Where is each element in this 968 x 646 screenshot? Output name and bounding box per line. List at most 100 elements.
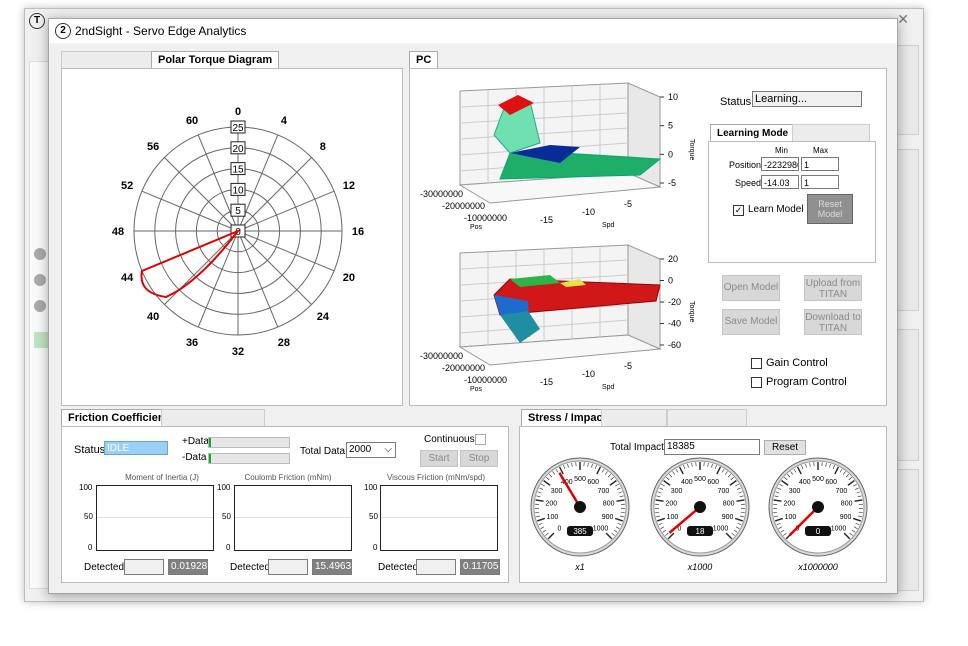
save-model-button[interactable]: Save Model [722, 309, 780, 335]
polar-angle-label: 40 [147, 311, 159, 323]
coulomb-detected-label: Detected [230, 562, 271, 573]
y-tick-label: -10 [582, 369, 595, 379]
y-axis-label: Spd [602, 384, 615, 391]
viscous-chart [380, 485, 498, 551]
gauge-tick-label: 800 [723, 500, 735, 507]
title-bar: 2 2ndSight - Servo Edge Analytics [49, 19, 897, 43]
gauge-tick-mark [724, 471, 728, 475]
tab-pc[interactable]: PC [409, 51, 439, 69]
polar-angle-label: 0 [235, 106, 241, 118]
gauge-tick-mark [855, 523, 860, 526]
gauge-tick-mark [616, 487, 621, 490]
gauge-tick-label: 700 [598, 488, 610, 495]
open-model-button[interactable]: Open Model [722, 275, 780, 301]
polar-spoke [237, 190, 335, 232]
tab-friction-coefficients[interactable]: Friction Coefficients [61, 409, 182, 427]
start-button[interactable]: Start [420, 450, 458, 467]
download-to-titan-button[interactable]: Download to TITAN [804, 309, 862, 335]
speed-min-field[interactable]: -14.03 [761, 175, 799, 189]
minus-data-progress [208, 453, 290, 464]
gauge-tick-mark [548, 473, 553, 478]
gauge-tick-mark [655, 511, 660, 513]
position-label: Position: [729, 160, 764, 170]
polar-spoke [164, 157, 239, 232]
y-tick-label: -5 [624, 199, 632, 209]
gauge-tick-mark [805, 463, 807, 468]
learn-model-checkbox[interactable]: ✓ [733, 205, 744, 216]
program-control-checkbox[interactable] [751, 377, 762, 388]
upload-from-titan-button[interactable]: Upload from TITAN [804, 275, 862, 301]
stress-impact-panel: Total Impact: 18385 Reset 0 100 200 300 400 5… [519, 426, 887, 583]
position-max-field[interactable]: 1 [801, 157, 839, 171]
gauge-tick-mark [773, 499, 782, 502]
gauge-tick-mark [552, 471, 556, 475]
gauge-tick-mark [571, 462, 573, 467]
gauge-tick-mark [536, 495, 541, 498]
gauge-hub [694, 501, 706, 513]
background-close-icon[interactable]: ✕ [897, 11, 909, 27]
y-axis-label: Spd [602, 222, 615, 229]
gauge-tick-mark [567, 463, 569, 468]
plus-data-progress [208, 437, 290, 448]
z-tick-label: -20 [668, 297, 681, 307]
gauge-tick-mark [656, 495, 661, 498]
gauge-tick-mark [714, 465, 717, 469]
surface-yellow-ridge [560, 279, 586, 287]
gauge-tick-mark [678, 466, 684, 475]
gauge-tick-mark [657, 491, 662, 494]
polar-angle-label: 44 [121, 272, 134, 284]
gauge-needle [558, 472, 582, 508]
z-tick-label: 10 [668, 92, 678, 102]
polar-radial-label: 25 [232, 123, 244, 134]
gauge-tick-label: 600 [587, 479, 599, 486]
gauge-tick-label: 500 [694, 476, 706, 483]
gauge-tick-mark [618, 491, 623, 494]
gain-control-label: Gain Control [766, 357, 828, 369]
continuous-checkbox[interactable] [475, 434, 486, 445]
gauge-tick-mark [739, 495, 744, 498]
viscous-y-tick-100: 100 [364, 483, 378, 492]
gauge-tick-mark [611, 532, 615, 536]
gauge-tick-mark [857, 515, 862, 518]
gain-control-checkbox[interactable] [751, 358, 762, 369]
gauge-tick-mark [783, 532, 787, 536]
gauge-tick-label: 200 [546, 500, 558, 507]
gauge-tick-mark [538, 523, 543, 526]
polar-angle-label: 36 [186, 337, 198, 349]
gauge-tick-mark [656, 517, 666, 522]
stop-button[interactable]: Stop [460, 450, 498, 467]
polar-angle-label: 48 [112, 226, 124, 238]
gauge-tick-mark [591, 463, 593, 468]
coulomb-chart [234, 485, 352, 551]
polar-spoke [237, 230, 279, 328]
gauge-tick-mark [535, 499, 544, 502]
y-tick-label: -15 [540, 377, 553, 387]
window-title: 2ndSight - Servo Edge Analytics [75, 24, 247, 38]
polar-spoke [237, 230, 335, 272]
total-data-select[interactable]: 2000 ⌵ [346, 442, 396, 458]
polar-angle-label: 32 [232, 346, 244, 358]
gauge-tick-mark [739, 515, 744, 518]
gauge-tick-mark [780, 529, 785, 533]
polar-angle-label: 60 [186, 115, 198, 127]
gauge-tick-label: 300 [551, 488, 563, 495]
stress-tab-filler-1 [601, 409, 667, 427]
gauge-needle [788, 506, 819, 537]
reset-model-button[interactable]: Reset Model [807, 194, 853, 224]
gauge-tick-mark [736, 487, 741, 490]
reset-impact-button[interactable]: Reset [764, 440, 806, 455]
y-tick-label: -5 [624, 361, 632, 371]
gauge-tick-mark [536, 517, 546, 522]
gauge-tick-mark [736, 499, 745, 502]
polar-torque-series [140, 228, 242, 299]
gauge-tick-label: 700 [836, 488, 848, 495]
tab-stress-impact[interactable]: Stress / Impact [521, 409, 614, 427]
gauge-tick-label: 900 [722, 514, 734, 521]
position-min-field[interactable]: -22329869 [761, 157, 799, 171]
polar-radial-box [230, 120, 246, 134]
speed-max-field[interactable]: 1 [801, 175, 839, 189]
tab-polar-torque[interactable]: Polar Torque Diagram [151, 51, 280, 69]
tab-learning-mode[interactable]: Learning Mode [710, 124, 796, 142]
gauge-tick-mark [601, 468, 605, 473]
gauge-tick-label: 300 [789, 488, 801, 495]
